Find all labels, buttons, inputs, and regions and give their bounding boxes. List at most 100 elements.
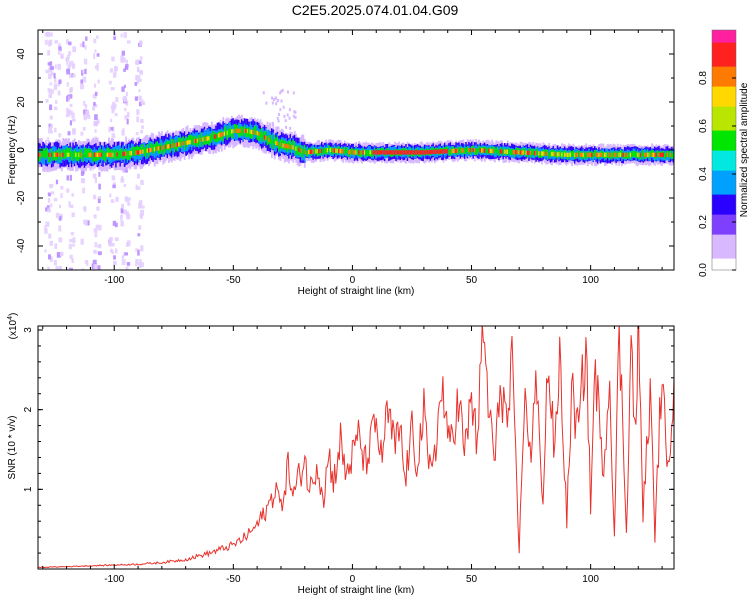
heatmap-ridge-cell <box>328 145 330 152</box>
heatmap-noise-cell <box>279 130 282 134</box>
heatmap-noise-cell <box>134 96 139 101</box>
heatmap-noise-cell <box>97 265 101 270</box>
heatmap-noise-cell <box>288 116 291 120</box>
heatmap-noise-cell <box>109 238 113 245</box>
heatmap-noise-cell <box>66 107 69 114</box>
heatmap-ridge-core <box>238 128 240 133</box>
heatmap-ridge-core <box>563 152 566 157</box>
heatmap-ridge-core <box>43 152 46 157</box>
heatmap-noise-cell <box>98 224 102 231</box>
heatmap-ridge-cell <box>539 151 542 158</box>
heatmap-ridge-cell <box>150 142 153 152</box>
colorbar-segment <box>712 246 736 251</box>
heatmap-noise-cell <box>54 243 58 249</box>
x-tick-label: -50 <box>226 574 241 585</box>
heatmap-ridge-core <box>58 152 60 157</box>
heatmap-ridge-core <box>165 144 168 150</box>
heatmap-ridge-core <box>339 148 342 154</box>
heatmap-noise-cell <box>138 225 142 230</box>
heatmap-ridge-cell <box>641 153 643 160</box>
heatmap-noise-cell <box>80 170 85 175</box>
heatmap-ridge-core <box>522 150 525 155</box>
heatmap-ridge-core <box>422 150 425 155</box>
heatmap-ridge-core <box>489 148 492 154</box>
heatmap-noise-cell <box>271 96 274 100</box>
heatmap-noise-cell <box>94 233 98 238</box>
heatmap-noise-cell <box>94 91 98 96</box>
heatmap-ridge-core <box>265 135 268 141</box>
heatmap-ridge-cell <box>633 151 636 158</box>
heatmap-ridge-core <box>206 136 209 141</box>
heatmap-ridge-cell <box>105 152 108 163</box>
heatmap-ridge-core <box>292 145 295 150</box>
heatmap-noise-cell <box>50 191 55 195</box>
heatmap-ridge-core <box>353 150 356 155</box>
heatmap-ridge-core <box>123 151 126 156</box>
heatmap-noise-cell <box>138 95 142 100</box>
heatmap-ridge-cell <box>273 137 276 152</box>
heatmap-noise-cell <box>58 46 62 52</box>
heatmap-noise-cell <box>123 32 127 38</box>
colorbar-segment <box>712 46 736 51</box>
heatmap-ridge-core <box>308 149 310 155</box>
y-multiplier-label: (x104) <box>7 313 19 340</box>
heatmap-noise-cell <box>276 98 279 102</box>
heatmap-ridge-cell <box>156 141 159 151</box>
heatmap-ridge-cell <box>458 146 461 154</box>
colorbar-segment <box>712 158 736 163</box>
heatmap-ridge-core <box>442 149 445 154</box>
heatmap-ridge-core <box>518 150 521 155</box>
heatmap-noise-cell <box>283 114 286 118</box>
heatmap-noise-cell <box>71 118 76 122</box>
heatmap-ridge-core <box>213 134 216 139</box>
heatmap-ridge-cell <box>295 146 298 157</box>
heatmap-ridge-cell <box>555 151 558 158</box>
heatmap-ridge-cell <box>253 125 256 135</box>
heatmap-noise-cell <box>110 118 113 123</box>
heatmap-ridge-core <box>659 152 662 157</box>
heatmap-noise-cell <box>136 109 140 116</box>
heatmap-ridge-cell <box>346 147 349 154</box>
heatmap-ridge-core <box>599 152 602 157</box>
heatmap-ridge-core <box>646 152 649 157</box>
heatmap-ridge-cell <box>142 144 145 154</box>
heatmap-ridge-cell <box>459 148 462 155</box>
heatmap-ridge-cell <box>69 147 72 157</box>
heatmap-ridge-cell <box>40 148 43 158</box>
heatmap-ridge-core <box>421 150 423 155</box>
heatmap-ridge-cell <box>471 145 473 153</box>
heatmap-ridge-core <box>643 152 646 157</box>
heatmap-ridge-cell <box>192 135 195 146</box>
heatmap-ridge-cell <box>73 148 76 158</box>
heatmap-noise-cell <box>138 60 142 64</box>
heatmap-ridge-core <box>482 148 485 153</box>
heatmap-ridge-core <box>385 150 388 155</box>
heatmap-noise-cell <box>134 82 138 86</box>
heatmap-ridge-core <box>142 149 145 154</box>
heatmap-ridge-cell <box>190 134 193 144</box>
heatmap-noise-cell <box>57 90 61 96</box>
heatmap-noise-cell <box>66 39 69 45</box>
heatmap-noise-cell <box>45 98 49 103</box>
heatmap-ridge-cell <box>448 149 451 156</box>
colorbar-segment <box>712 206 736 211</box>
heatmap-ridge-core <box>582 152 585 157</box>
heatmap-noise-cell <box>113 32 117 37</box>
heatmap-noise-cell <box>113 255 116 260</box>
heatmap-ridge-core <box>452 148 455 154</box>
heatmap-noise-cell <box>135 260 138 267</box>
heatmap-noise-cell <box>65 114 70 118</box>
heatmap-ridge-cell <box>559 150 562 157</box>
heatmap-ridge-core <box>299 148 302 153</box>
colorbar-tick-label: 0.6 <box>698 119 709 133</box>
heatmap-ridge-core <box>320 148 323 153</box>
heatmap-ridge-core <box>222 131 225 137</box>
heatmap-noise-cell <box>84 219 88 226</box>
heatmap-noise-cell <box>54 64 57 69</box>
heatmap-noise-cell <box>138 101 142 107</box>
heatmap-ridge-core <box>275 140 278 146</box>
x-tick-label: 0 <box>350 574 356 585</box>
heatmap-noise-cell <box>48 123 52 128</box>
heatmap-ridge-core <box>312 149 315 154</box>
heatmap-ridge-core <box>89 152 92 157</box>
